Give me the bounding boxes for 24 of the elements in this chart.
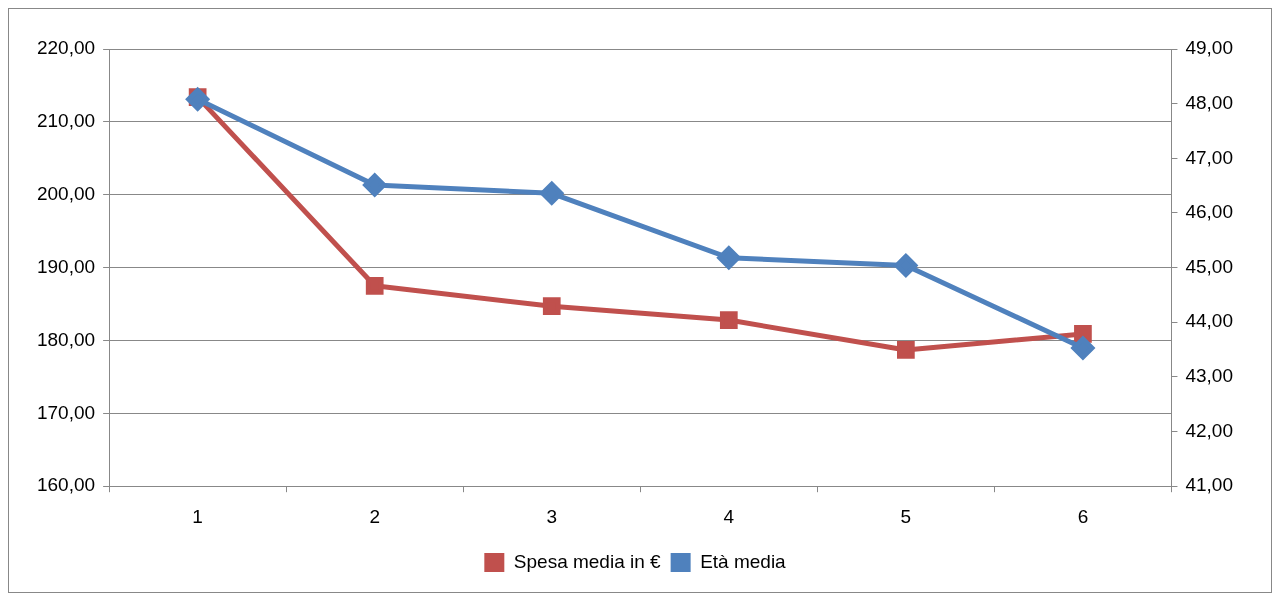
y-tick-label: 210,00: [36, 110, 96, 132]
y-tick-label: 160,00: [36, 474, 96, 496]
y-tick-label: 220,00: [36, 37, 96, 59]
x-tick-label: 1: [192, 505, 203, 527]
x-tick-label: 5: [900, 505, 912, 527]
y2-tick-label: 49,00: [1185, 37, 1233, 59]
y2-tick-label: 45,00: [1185, 255, 1233, 277]
y-tick-label: 200,00: [36, 182, 96, 204]
x-tick-label: 3: [546, 505, 558, 527]
y2-tick-label: 48,00: [1185, 91, 1233, 113]
legend-label: Spesa media in €: [513, 550, 662, 572]
y2-tick-label: 47,00: [1185, 146, 1233, 168]
y2-tick-label: 42,00: [1185, 419, 1233, 441]
y2-tick-label: 41,00: [1185, 474, 1233, 496]
y-tick-label: 170,00: [36, 401, 96, 423]
x-tick-label: 2: [369, 505, 380, 527]
legend-label: Età media: [700, 550, 787, 572]
x-tick-label: 4: [723, 505, 735, 527]
x-tick-label: 6: [1077, 505, 1089, 527]
y2-tick-label: 46,00: [1185, 201, 1233, 223]
y2-tick-label: 43,00: [1185, 365, 1233, 387]
y2-tick-label: 44,00: [1185, 310, 1233, 332]
y-tick-label: 180,00: [36, 328, 96, 350]
y-tick-label: 190,00: [36, 255, 96, 277]
